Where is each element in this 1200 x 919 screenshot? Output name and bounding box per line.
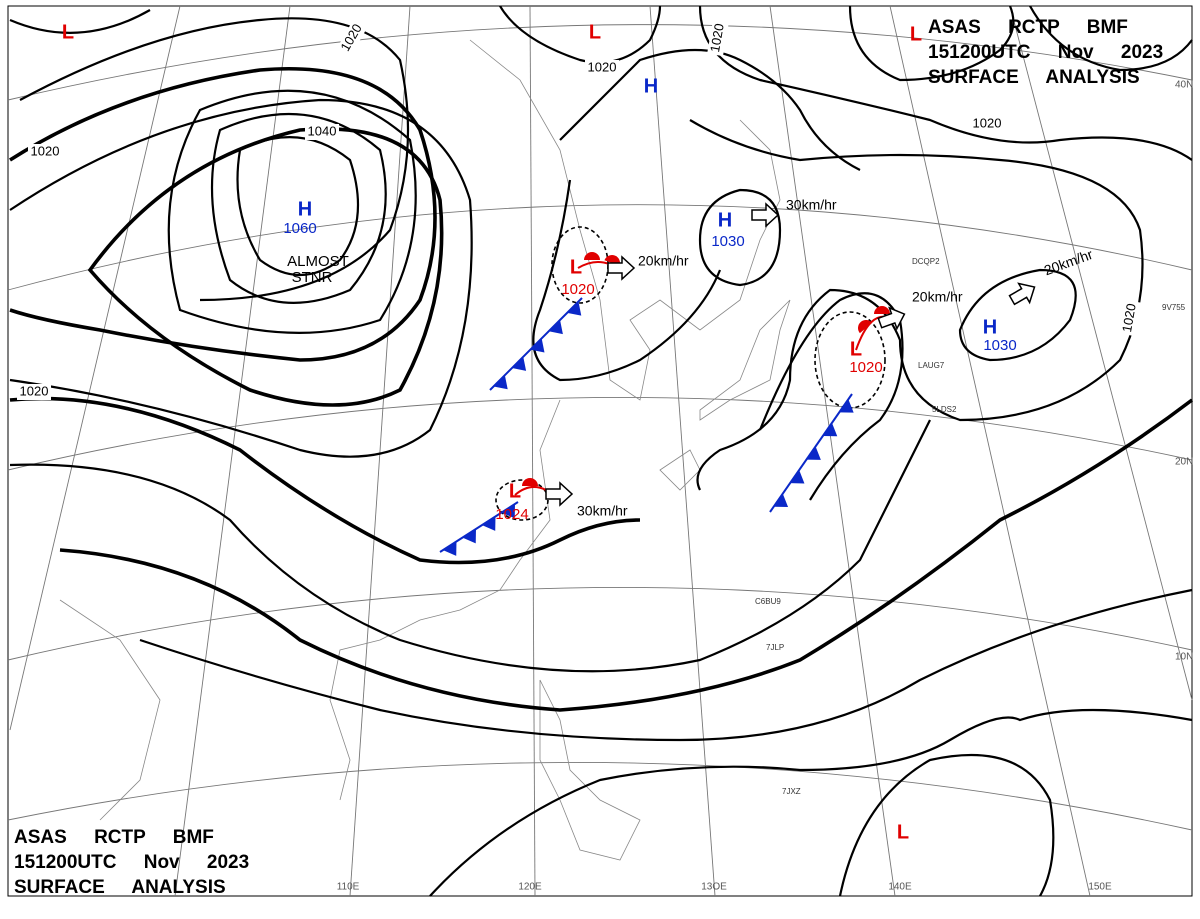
warm-front-semicircle [522,478,538,486]
cold-front-triangle [511,356,527,371]
isobar-label: 1020 [973,115,1002,130]
graticule [7,5,1193,897]
cold-front-triangle [822,422,838,437]
map-frame [7,5,1193,897]
pressure-center-symbol: L [589,21,601,43]
warm-front-semicircle [584,252,600,260]
latitude-label: 20N [1175,457,1193,468]
warm-front-semicircle [858,320,873,334]
motion-label: 30km/hr [786,197,837,213]
isobar-label-bg [17,384,51,400]
motion-arrow [607,255,636,281]
header-line: ASAS RCTP BMF [928,17,1128,38]
cold-front-triangle [806,446,821,460]
longitude-label: 140E [888,882,912,893]
isobar-label-bg [1119,299,1141,337]
pressure-center-value: 1060 [283,220,316,237]
pressure-center-value: 1030 [983,337,1016,354]
header-line: ASAS RCTP BMF [14,827,214,848]
annotation-text: ALMOST [287,253,349,270]
motion-label: 20km/hr [638,253,689,269]
station-code: 7JXZ [782,787,801,796]
pressure-center-symbol: H [298,198,312,220]
isobar-label-bg [970,116,1004,132]
pressure-center-symbol: H [983,316,997,338]
station-code: 5LDS2 [932,405,957,414]
station-code: 9V755 [1162,303,1186,312]
motion-arrow [877,306,906,331]
isobar-label-bg [585,60,619,76]
pressure-center-value: 1020 [561,281,594,298]
header-line: SURFACE ANALYSIS [14,877,226,898]
isobar-label-bg [305,124,339,140]
pressure-center-symbol: L [897,821,909,843]
isobar-label: 1020 [1119,302,1139,333]
longitude-label: 13OE [701,882,727,893]
station-code: C6BU9 [755,597,781,606]
latitude-label: 40N [1175,80,1193,91]
motion-arrow [1008,282,1036,306]
cold-front-triangle [501,503,515,519]
cold-front-triangle [443,541,457,556]
isobar-label: 1040 [308,123,337,138]
header-bottom: ASAS RCTP BMF 151200UTC Nov 2023 SURFACE… [14,827,249,898]
cold-front-triangle [839,399,854,413]
header-line: 151200UTC Nov 2023 [928,42,1163,63]
isobar-label: 1020 [31,143,60,158]
isobar-label: 1020 [20,383,49,398]
pressure-center-symbol: L [850,338,862,360]
cold-front-triangle [462,528,476,544]
cold-front-triangle [773,493,789,508]
cold-front-triangle [790,470,805,484]
pressure-center-value: 1024 [495,506,528,523]
isobar-label-bg [28,144,62,160]
cold-front-triangle [493,375,508,390]
station-code: LAUG7 [918,361,945,370]
isobar-label: 1020 [588,59,617,74]
pressure-center-symbol: L [910,23,922,45]
station-code: 7JLP [766,643,784,652]
pressure-center-symbol: H [718,209,732,231]
cold-front-triangle [482,516,496,531]
motion-label: 30km/hr [577,503,628,519]
cold-front-triangle [530,338,545,353]
pressure-center-symbol: L [62,21,74,43]
pressure-center-symbol: H [644,75,658,97]
pressure-center-symbol: L [509,480,521,502]
longitude-label: 150E [1088,882,1112,893]
header-top: ASAS RCTP BMF 151200UTC Nov 2023 SURFACE… [928,17,1163,88]
motion-arrows [545,202,1036,507]
isobar-label-bg [707,19,729,57]
isobar-label-bg [336,19,368,57]
warm-front-semicircle [874,306,890,314]
motion-label: 20km/hr [912,289,963,305]
longitude-label: 120E [518,882,542,893]
station-code: DCQP2 [912,257,940,266]
pressure-center-value: 1020 [849,359,882,376]
warm-front [514,485,547,496]
latitude-label: 10N [1175,652,1193,663]
annotation: ALMOST STNR [287,253,349,286]
cold-front-triangle [548,319,563,335]
longitude-label: 110E [337,882,360,893]
pressure-center-value: 1030 [711,233,744,250]
isobar-label: 1020 [707,22,727,53]
motion-arrow [751,202,780,228]
annotation-text: STNR [292,269,333,286]
header-line: SURFACE ANALYSIS [928,67,1140,88]
cold-front-triangle [567,301,582,316]
header-line: 151200UTC Nov 2023 [14,852,249,873]
motion-arrow [545,481,574,507]
pressure-center-symbol: L [570,256,582,278]
